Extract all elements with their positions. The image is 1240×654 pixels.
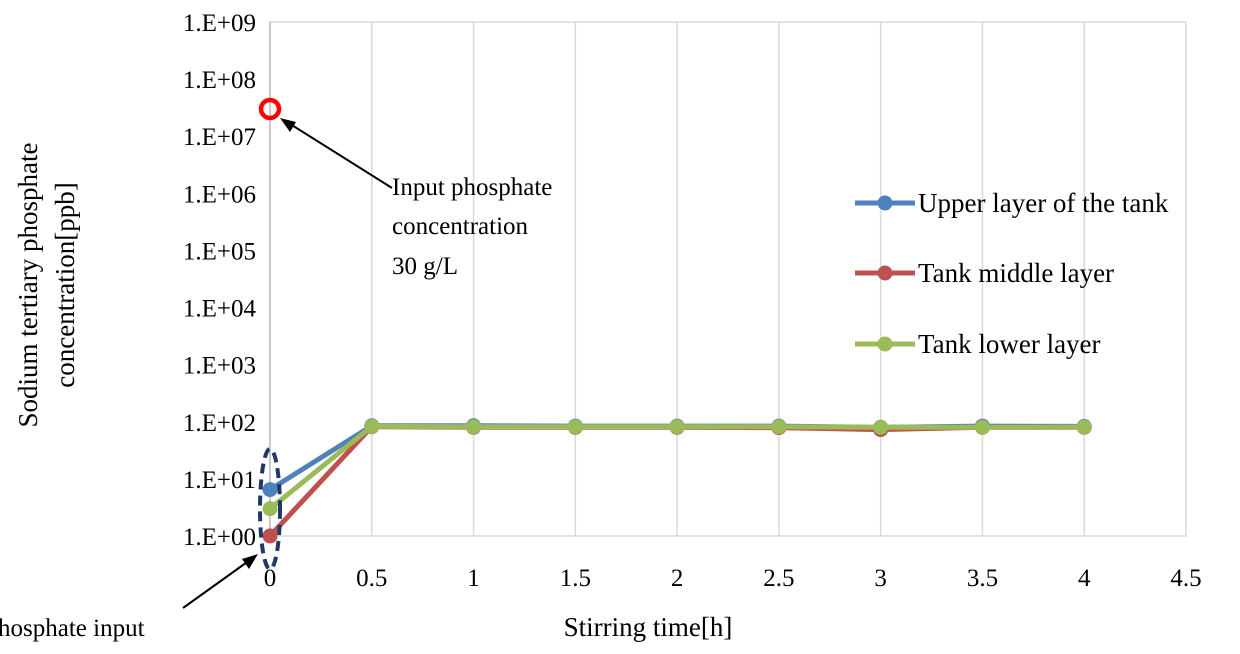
x-tick-label: 0.5 <box>356 565 387 592</box>
x-tick-label: 2 <box>671 565 684 592</box>
series-3-point <box>1076 419 1092 435</box>
x-axis-ticks: 0 0.5 1 1.5 2 2.5 3 3.5 4 4.5 <box>264 565 1202 592</box>
series-3-point <box>466 419 482 435</box>
y-tick-label: 1.E+09 <box>183 10 256 37</box>
y-tick-label: 1.E+07 <box>183 124 256 151</box>
input-concentration-marker <box>258 97 282 121</box>
x-tick-label: 2.5 <box>763 565 794 592</box>
x-tick-label: 4 <box>1078 565 1091 592</box>
series-3-point <box>669 419 685 435</box>
plot-area <box>269 21 1187 537</box>
y-axis-title-line-1: Sodium tertiary phosphate <box>13 143 43 428</box>
series-3-point <box>262 501 278 517</box>
input-concentration-label-line-3: 30 g/L <box>392 253 458 280</box>
input-concentration-label-line-2: concentration <box>392 213 529 240</box>
before-input-arrow <box>182 559 251 609</box>
input-concentration-arrowhead <box>280 118 296 132</box>
legend-label-2: Tank middle layer <box>918 258 1114 288</box>
legend-marker-1 <box>877 195 893 211</box>
series-1-point <box>262 482 278 498</box>
y-axis-ticks: 1.E+00 1.E+01 1.E+02 1.E+03 1.E+04 1.E+05 1.E+… <box>183 10 257 551</box>
x-tick-label: 0 <box>264 565 277 592</box>
x-axis-title: Stirring time[h] <box>564 612 733 642</box>
input-concentration-label-line-1: Input phosphate <box>392 174 552 201</box>
initial-values-ellipse <box>258 447 282 571</box>
series-3-point <box>771 419 787 435</box>
y-tick-label: 1.E+08 <box>183 67 256 94</box>
series-3-point <box>364 418 380 434</box>
x-tick-label: 1.5 <box>560 565 591 592</box>
y-tick-label: 1.E+01 <box>183 467 256 494</box>
y-tick-label: 1.E+06 <box>183 181 256 208</box>
legend-marker-3 <box>877 336 893 352</box>
x-tick-label: 3 <box>874 565 887 592</box>
y-axis-title: Sodium tertiary phosphate concentration[… <box>13 143 80 428</box>
series-3-point <box>873 419 889 435</box>
before-input-label: hosphate input <box>0 615 145 642</box>
series-group <box>262 418 1092 544</box>
series-3-point <box>974 419 990 435</box>
legend: Upper layer of the tank Tank middle layer… <box>855 188 1169 359</box>
y-tick-label: 1.E+00 <box>183 524 256 551</box>
x-tick-label: 3.5 <box>967 565 998 592</box>
y-tick-label: 1.E+03 <box>183 353 256 380</box>
legend-label-1: Upper layer of the tank <box>918 188 1169 218</box>
x-tick-label: 1 <box>467 565 480 592</box>
legend-marker-2 <box>877 265 893 281</box>
y-tick-label: 1.E+05 <box>183 238 256 265</box>
series-2-point <box>262 528 278 544</box>
before-input-arrowhead <box>242 554 258 569</box>
input-concentration-arrow <box>286 121 393 189</box>
y-axis-title-line-2: concentration[ppb] <box>50 182 80 387</box>
legend-label-3: Tank lower layer <box>918 329 1101 359</box>
x-tick-label: 4.5 <box>1170 565 1201 592</box>
y-tick-label: 1.E+04 <box>183 296 257 323</box>
y-tick-label: 1.E+02 <box>183 410 256 437</box>
series-3-point <box>567 419 583 435</box>
